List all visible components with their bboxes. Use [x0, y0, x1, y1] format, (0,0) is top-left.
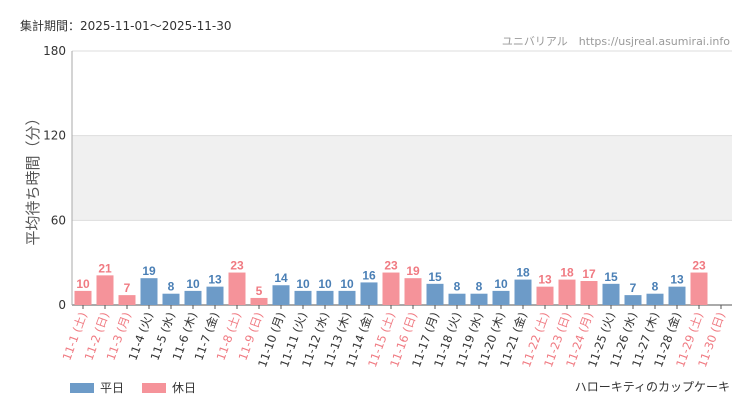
data-label: 23	[384, 259, 398, 273]
data-label: 23	[230, 259, 244, 273]
bar[interactable]	[646, 293, 664, 305]
bar[interactable]	[162, 293, 180, 305]
legend-item-weekday[interactable]: 平日	[70, 379, 124, 396]
legend-swatch-holiday	[142, 382, 167, 393]
data-label: 8	[168, 280, 175, 294]
legend: 平日 休日	[70, 379, 196, 396]
legend-item-holiday[interactable]: 休日	[142, 379, 196, 396]
y-tick-label: 120	[43, 129, 66, 143]
data-label: 13	[670, 273, 684, 287]
data-label: 10	[296, 277, 310, 291]
data-label: 7	[630, 281, 637, 295]
bar[interactable]	[536, 286, 554, 305]
y-tick-label: 0	[58, 298, 66, 312]
bar[interactable]	[668, 286, 686, 305]
bar[interactable]	[426, 283, 444, 305]
grid-band	[72, 135, 732, 221]
bar[interactable]	[96, 275, 114, 305]
data-label: 18	[516, 266, 530, 280]
data-label: 17	[582, 267, 596, 281]
data-label: 19	[142, 264, 156, 278]
data-label: 8	[652, 280, 659, 294]
legend-swatch-weekday	[70, 382, 94, 393]
legend-label-weekday: 平日	[100, 381, 125, 395]
data-label: 10	[186, 277, 200, 291]
data-label: 7	[124, 281, 131, 295]
y-tick-label: 180	[43, 44, 66, 58]
bar[interactable]	[140, 278, 158, 305]
bar[interactable]	[382, 272, 400, 305]
bar[interactable]	[602, 283, 620, 305]
data-label: 10	[340, 277, 354, 291]
data-label: 10	[494, 277, 508, 291]
data-label: 5	[256, 284, 263, 298]
data-label: 10	[76, 277, 90, 291]
data-label: 8	[454, 280, 461, 294]
bar[interactable]	[492, 290, 510, 305]
bar[interactable]	[448, 293, 466, 305]
data-label: 23	[692, 259, 706, 273]
bar[interactable]	[624, 295, 642, 305]
bar[interactable]	[74, 290, 92, 305]
data-label: 15	[604, 270, 618, 284]
period-label: 集計期間：2025-11-01～2025-11-30	[20, 19, 232, 33]
bar[interactable]	[690, 272, 708, 305]
data-label: 13	[538, 273, 552, 287]
bar[interactable]	[184, 290, 202, 305]
source-credit[interactable]: ユニバリアル https://usjreal.asumirai.info	[501, 35, 730, 48]
data-label: 14	[274, 271, 288, 285]
bar[interactable]	[580, 281, 598, 305]
y-axis-title: 平均待ち時間（分）	[24, 110, 42, 245]
bar[interactable]	[206, 286, 224, 305]
bar[interactable]	[272, 285, 290, 305]
data-label: 19	[406, 264, 420, 278]
bar[interactable]	[316, 290, 334, 305]
data-label: 16	[362, 268, 376, 282]
bar[interactable]	[558, 279, 576, 305]
bar[interactable]	[118, 295, 136, 305]
data-label: 10	[318, 277, 332, 291]
bar[interactable]	[250, 297, 268, 305]
data-label: 21	[98, 261, 112, 275]
data-label: 13	[208, 273, 222, 287]
bar[interactable]	[294, 290, 312, 305]
attraction-name: ハローキティのカップケーキ	[574, 380, 730, 394]
bar[interactable]	[514, 279, 532, 305]
bar[interactable]	[228, 272, 246, 305]
bar[interactable]	[360, 282, 378, 305]
legend-label-holiday: 休日	[172, 381, 197, 395]
y-tick-label: 60	[51, 213, 66, 227]
data-label: 18	[560, 266, 574, 280]
data-label: 8	[476, 280, 483, 294]
bar[interactable]	[338, 290, 356, 305]
data-label: 15	[428, 270, 442, 284]
bar[interactable]	[470, 293, 488, 305]
bar[interactable]	[404, 278, 422, 305]
